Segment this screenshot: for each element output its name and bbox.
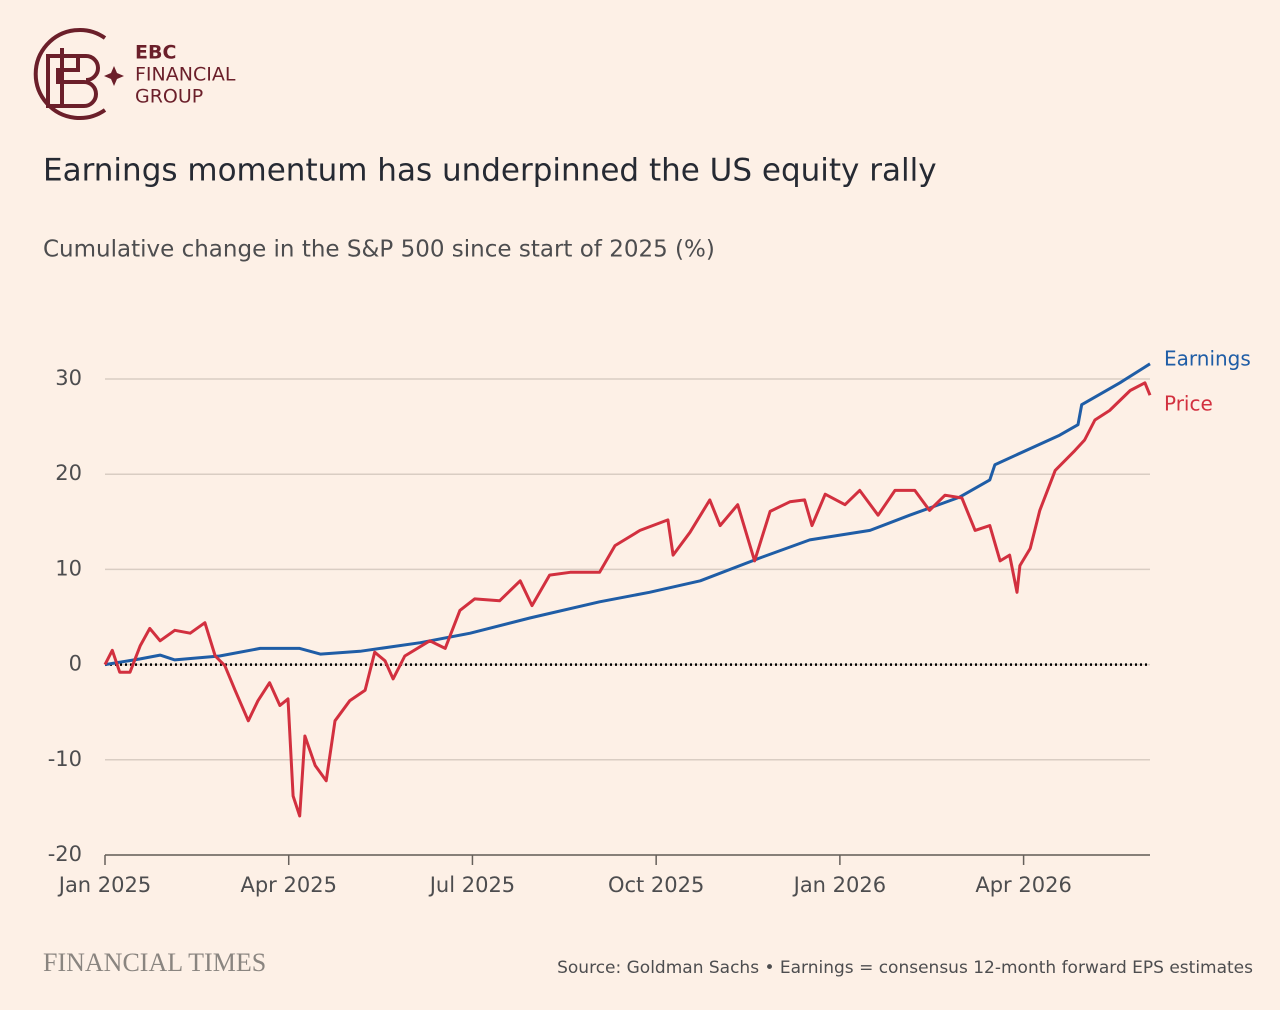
logo-text: FINANCIAL xyxy=(135,64,236,86)
source-note: Source: Goldman Sachs • Earnings = conse… xyxy=(557,958,1253,978)
x-tick-label: Jan 2025 xyxy=(57,873,152,897)
x-tick-label: Jul 2025 xyxy=(428,873,515,897)
x-tick-label: Apr 2025 xyxy=(240,873,336,897)
chart-subtitle: Cumulative change in the S&P 500 since s… xyxy=(43,237,715,263)
y-tick-label: -10 xyxy=(48,747,82,771)
legend-label: Earnings xyxy=(1164,346,1251,370)
y-tick-label: 0 xyxy=(69,652,82,676)
legend-label: Price xyxy=(1164,392,1213,416)
x-tick-label: Apr 2026 xyxy=(975,873,1071,897)
y-tick-label: 10 xyxy=(55,556,82,580)
x-tick-label: Jan 2026 xyxy=(792,873,887,897)
x-tick-label: Oct 2025 xyxy=(608,873,704,897)
y-tick-label: 20 xyxy=(55,461,82,485)
logo-text: EBC xyxy=(135,42,176,64)
y-tick-label: -20 xyxy=(48,842,82,866)
y-tick-label: 30 xyxy=(55,366,82,390)
publisher: FINANCIAL TIMES xyxy=(43,948,266,977)
series-line xyxy=(103,381,1152,818)
logo-text: GROUP xyxy=(135,86,203,108)
chart-title: Earnings momentum has underpinned the US… xyxy=(43,153,937,189)
logo-star xyxy=(104,66,124,86)
logo-emblem xyxy=(33,28,107,120)
series-line xyxy=(104,362,1151,667)
